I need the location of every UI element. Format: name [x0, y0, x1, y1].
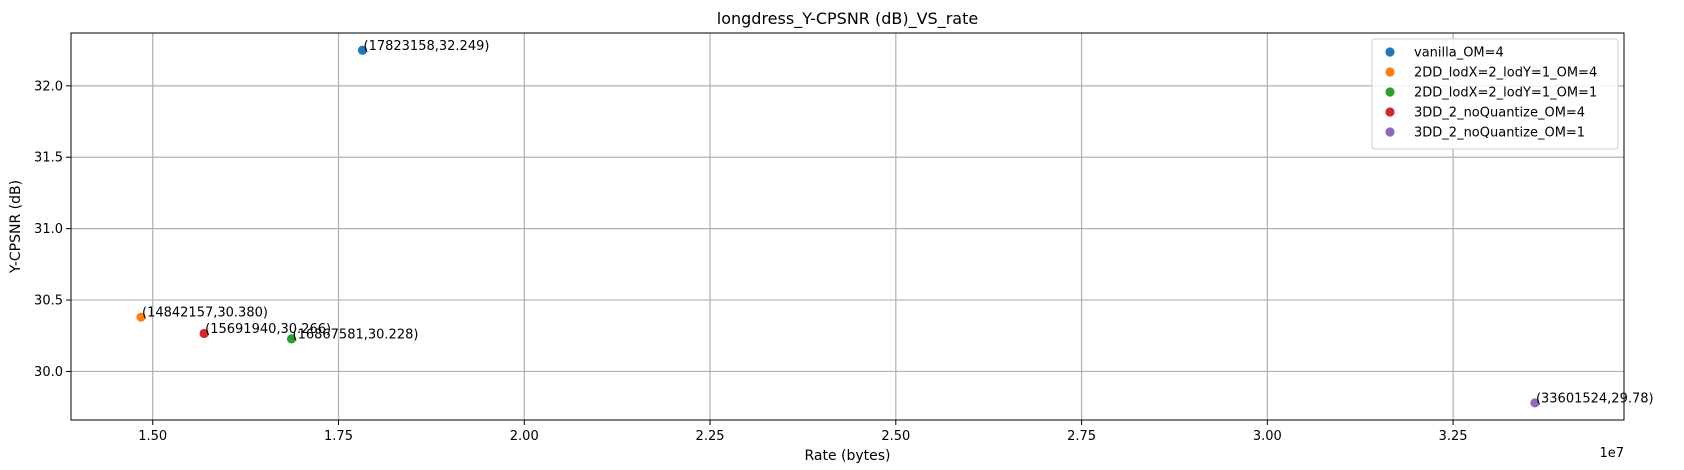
chart-title: longdress_Y-CPSNR (dB)_VS_rate [717, 9, 978, 29]
scatter-point [357, 45, 368, 55]
scatter-point [199, 328, 209, 339]
x-tick-label: 1.50 [138, 429, 167, 444]
scatter-point [1530, 398, 1540, 408]
legend-marker [1385, 67, 1395, 77]
legend: vanilla_OM=4 2DD_lodX=2_lodY=1_OM=4 2DD_lo… [1371, 38, 1619, 150]
point-label: (14842157,30.380) [142, 306, 268, 321]
x-tick-label: 1.75 [324, 429, 353, 444]
y-tick-label: 31.5 [34, 151, 63, 166]
x-tick-label: 2.50 [881, 429, 910, 444]
x-axis-offset-label: 1e7 [1599, 446, 1624, 461]
x-tick-label: 3.00 [1253, 429, 1282, 444]
x-tick-label: 2.00 [510, 429, 539, 444]
x-tick-label: 3.25 [1439, 429, 1468, 444]
scatter-point [136, 312, 146, 322]
y-axis-title: Y-CPSNR (dB) [8, 180, 24, 274]
x-axis-ticks: 1.50 1.75 2.00 2.25 2.50 2.75 3.00 3.25 [138, 420, 1468, 444]
x-axis-title: Rate (bytes) [804, 448, 890, 464]
legend-marker [1385, 47, 1395, 57]
legend-box [1371, 38, 1619, 150]
legend-marker [1385, 107, 1395, 117]
point-labels: (17823158,32.249) (14842157,30.380) (16867… [142, 39, 1654, 407]
scatter-point [286, 334, 297, 344]
plot-frame [70, 32, 1625, 421]
y-tick-label: 31.0 [34, 222, 63, 237]
legend-label: 3DD_2_noQuantize_OM=4 [1414, 106, 1585, 121]
legend-label: 2DD_lodX=2_lodY=1_OM=4 [1414, 66, 1597, 81]
legend-label: vanilla_OM=4 [1414, 46, 1504, 61]
x-tick-label: 2.25 [696, 429, 725, 444]
point-label: (17823158,32.249) [364, 39, 490, 54]
grid [71, 33, 1624, 420]
y-tick-label: 30.0 [34, 365, 63, 380]
x-tick-label: 2.75 [1067, 429, 1096, 444]
y-tick-label: 32.0 [34, 79, 63, 94]
data-points [136, 45, 1540, 408]
legend-marker [1385, 127, 1395, 137]
point-label: (16867581,30.228) [293, 327, 419, 342]
legend-label: 2DD_lodX=2_lodY=1_OM=1 [1414, 86, 1597, 101]
y-tick-label: 30.5 [34, 294, 63, 309]
legend-label: 3DD_2_noQuantize_OM=1 [1414, 126, 1585, 141]
point-label: (15691940,30.266) [205, 322, 331, 337]
y-axis-ticks: 30.0 30.5 31.0 31.5 32.0 [34, 79, 71, 380]
point-label: (33601524,29.78) [1536, 391, 1654, 406]
legend-marker [1385, 87, 1395, 97]
